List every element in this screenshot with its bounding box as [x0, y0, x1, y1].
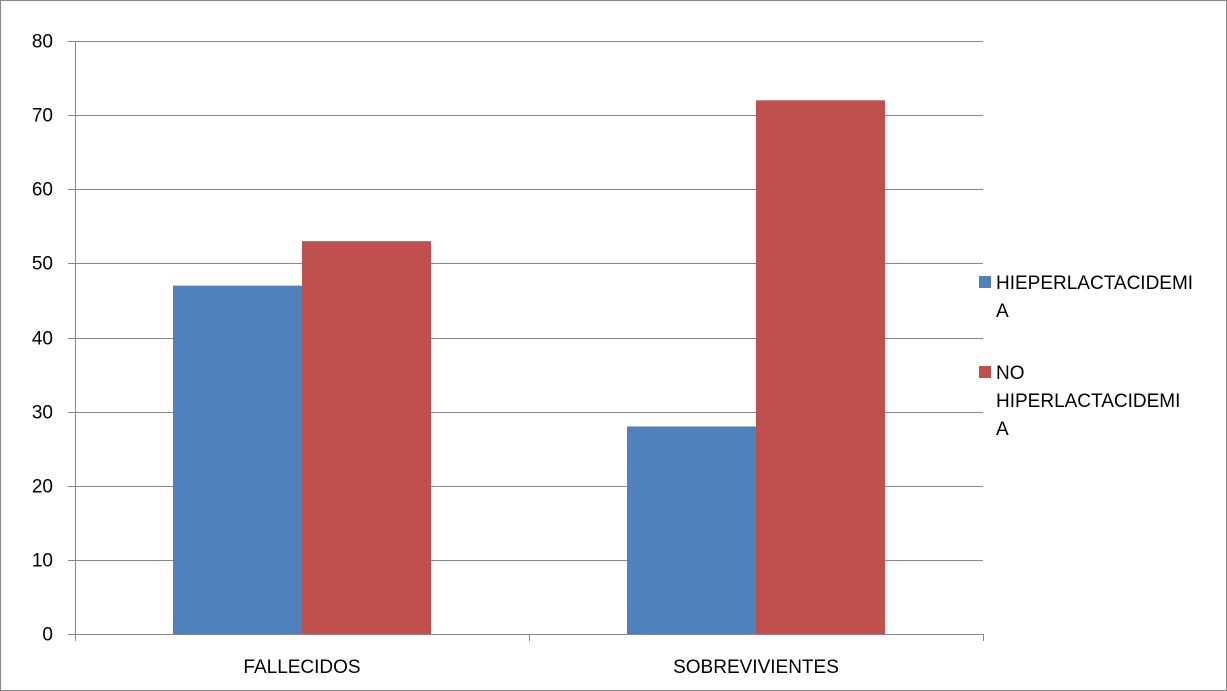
y-tick-label: 70	[32, 106, 53, 127]
legend-label: A	[996, 301, 1009, 322]
legend-swatch	[979, 276, 991, 288]
bar-series2-fallecidos	[302, 241, 431, 634]
bar-series1-fallecidos	[173, 285, 302, 634]
x-tick-label: FALLECIDOS	[243, 657, 360, 678]
y-tick-label: 30	[32, 403, 53, 424]
legend-label: HIEPERLACTACIDEMI	[996, 273, 1193, 294]
legend-swatch	[979, 366, 991, 378]
legend-item-hiperlactacidemia: HIEPERLACTACIDEMI A	[979, 273, 1193, 322]
legend-label: NO	[996, 363, 1025, 384]
legend-label: HIPERLACTACIDEMI	[996, 391, 1180, 412]
legend: HIEPERLACTACIDEMI A NO HIPERLACTACIDEMI A	[979, 273, 1193, 440]
y-tick-label: 20	[32, 477, 53, 498]
y-tick-label: 50	[32, 254, 53, 275]
y-tick-label: 80	[32, 32, 53, 53]
legend-label: A	[996, 419, 1009, 440]
bar-series1-sobrevivientes	[627, 426, 756, 634]
x-tick-labels: FALLECIDOS SOBREVIVIENTES	[243, 657, 839, 678]
y-tick-labels: 0 10 20 30 40 50 60 70 80	[32, 32, 53, 646]
y-tick-label: 10	[32, 551, 53, 572]
y-tick-label: 0	[42, 625, 53, 646]
legend-item-no-hiperlactacidemia: NO HIPERLACTACIDEMI A	[979, 363, 1180, 440]
y-tick-label: 40	[32, 329, 53, 350]
x-tick-label: SOBREVIVIENTES	[673, 657, 839, 678]
y-tick-label: 60	[32, 180, 53, 201]
axes	[68, 41, 984, 641]
bars	[173, 100, 885, 635]
bar-series2-sobrevivientes	[756, 100, 885, 635]
